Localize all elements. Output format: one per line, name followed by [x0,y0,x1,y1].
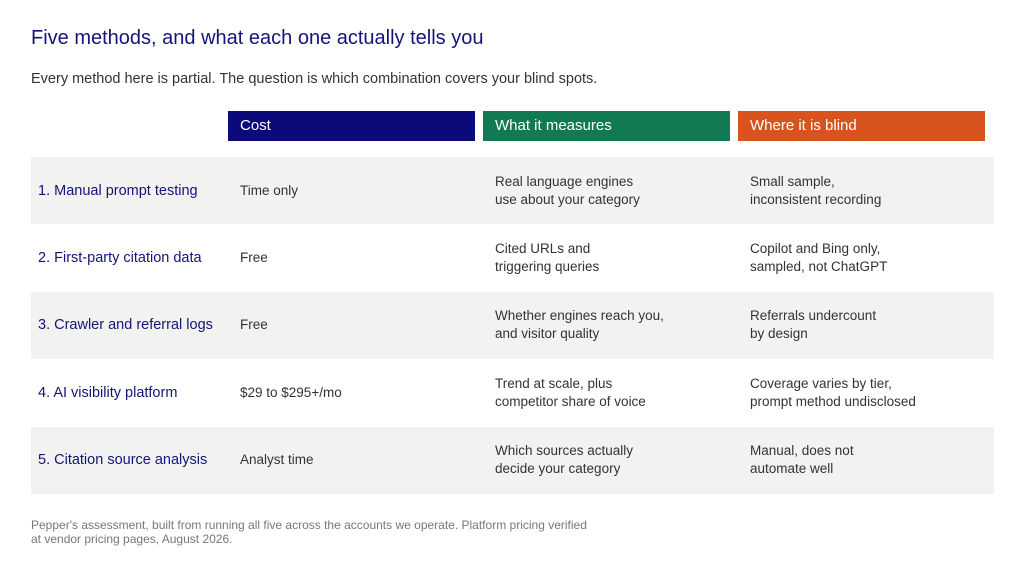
table-row: 4. AI visibility platform $29 to $295+/m… [31,359,994,426]
blind-spot-cell: Copilot and Bing only, sampled, not Chat… [750,241,888,275]
cost-cell: Free [240,317,268,333]
cost-cell: Analyst time [240,452,314,468]
method-name: 1. Manual prompt testing [38,182,198,199]
cost-cell: $29 to $295+/mo [240,384,342,400]
blind-spot-cell: Referrals undercount by design [750,308,877,342]
method-name: 2. First-party citation data [38,250,202,267]
measures-cell: Real language engines use about your cat… [495,173,640,207]
measures-cell: Cited URLs and triggering queries [495,241,600,275]
measures-cell: Trend at scale, plus competitor share of… [495,375,646,409]
column-header-what-it-measures: What it measures [483,111,730,141]
column-header-cost: Cost [228,111,475,141]
blind-spot-cell: Manual, does not automate well [750,443,854,477]
cost-cell: Free [240,250,268,266]
page-subtitle: Every method here is partial. The questi… [31,71,598,87]
cost-cell: Time only [240,182,299,198]
measures-cell: Whether engines reach you, and visitor q… [495,308,664,342]
page-title: Five methods, and what each one actually… [31,27,484,49]
method-name: 3. Crawler and referral logs [38,317,213,334]
methods-table: 1. Manual prompt testing Time only Real … [31,157,994,494]
blind-spot-cell: Small sample, inconsistent recording [750,173,882,207]
footnote: Pepper's assessment, built from running … [31,518,587,546]
method-name: 5. Citation source analysis [38,452,208,469]
blind-spot-cell: Coverage varies by tier, prompt method u… [750,375,916,409]
table-row: 1. Manual prompt testing Time only Real … [31,157,994,225]
method-name: 4. AI visibility platform [38,384,178,401]
column-header-where-it-is-blind: Where it is blind [738,111,985,141]
table-row: 2. First-party citation data Free Cited … [31,224,994,291]
measures-cell: Which sources actually decide your categ… [495,443,634,477]
table-row: 3. Crawler and referral logs Free Whethe… [31,291,994,360]
table-row: 5. Citation source analysis Analyst time… [31,426,994,494]
